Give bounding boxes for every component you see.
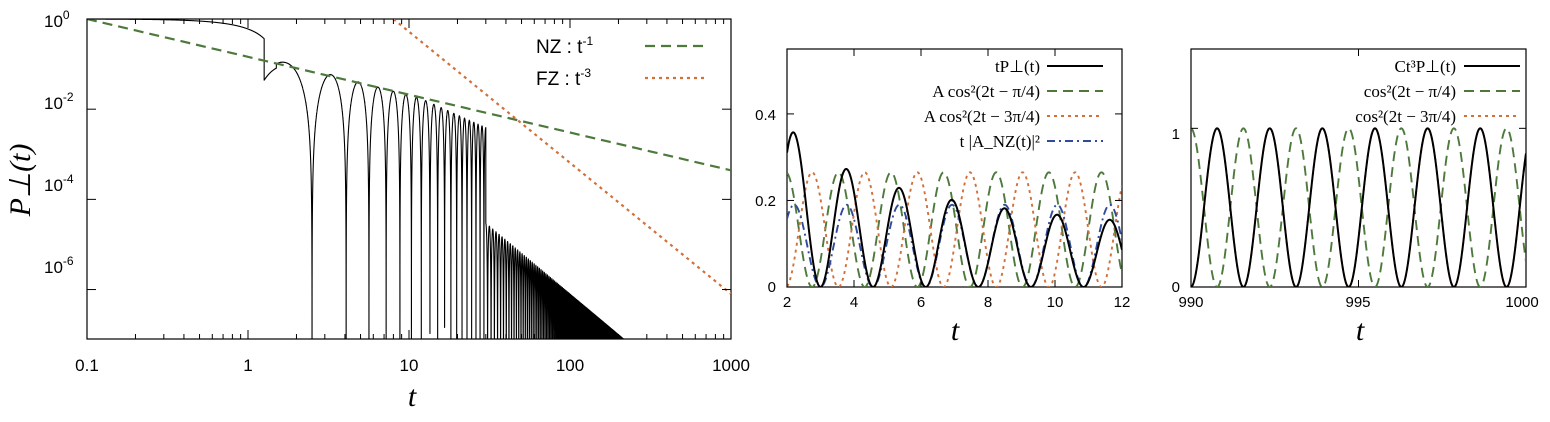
legend-label-cos-pi4: cos²(2t − π/4) [1364, 82, 1456, 101]
series-line [787, 171, 1122, 287]
x-tick-label: 2 [783, 294, 791, 311]
legend-label-acos-pi4: A cos²(2t − π/4) [932, 82, 1040, 101]
x-tick-label: 12 [1114, 294, 1131, 311]
legend-label-fz: FZ : t-3 [536, 66, 591, 90]
x-tick-label: 6 [917, 294, 925, 311]
panel-short-time: tP⊥(t) A cos²(2t − π/4) A cos²(2t − 3π/4… [755, 48, 1131, 347]
series-group [787, 131, 1122, 287]
series-group [87, 19, 731, 339]
series-line [1191, 127, 1526, 287]
x-tick-label: 10 [400, 356, 419, 375]
x-axis-label: t [408, 380, 417, 413]
x-tick-label: 995 [1345, 294, 1370, 311]
panel-long-time: Ct³P⊥(t) cos²(2t − π/4) cos²(2t − 3π/4) … [1172, 48, 1539, 347]
y-tick-label: 10-2 [44, 90, 74, 113]
legend: NZ : t-1 FZ : t-3 [536, 34, 593, 90]
plot-frame [86, 18, 732, 340]
series-line [1191, 127, 1526, 287]
x-tick-label: 100 [556, 356, 584, 375]
plot-area [786, 49, 1123, 288]
legend-label-tp: tP⊥(t) [995, 57, 1040, 76]
legend: Ct³P⊥(t) cos²(2t − π/4) cos²(2t − 3π/4) [1355, 57, 1456, 126]
y-tick-label: 0 [1172, 279, 1180, 296]
series-group [1191, 127, 1526, 287]
x-tick-label: 10 [1047, 294, 1064, 311]
series-fz [392, 19, 731, 295]
y-tick-label: 100 [44, 8, 70, 31]
series-p-perp [87, 19, 625, 339]
legend-label-anz: t |A_NZ(t)|² [960, 132, 1040, 151]
series-line [787, 203, 1122, 287]
x-tick-label: 4 [850, 294, 858, 311]
legend-label-ct3p: Ct³P⊥(t) [1395, 57, 1456, 76]
x-axis-label: t [951, 314, 960, 347]
panel-log-log: NZ : t-1 FZ : t-3 0.1 1 10 100 1000 100 … [4, 8, 750, 413]
y-tick-label: 10-6 [44, 254, 74, 277]
y-tick-label: 0.4 [755, 107, 776, 124]
x-tick-label: 1000 [712, 356, 750, 375]
legend-label-nz: NZ : t-1 [536, 34, 593, 58]
x-tick-label: 8 [984, 294, 992, 311]
y-axis-label: P⊥(t) [4, 144, 37, 218]
plot-area [1190, 49, 1527, 288]
legend: tP⊥(t) A cos²(2t − π/4) A cos²(2t − 3π/4… [924, 57, 1040, 151]
plot-frame [1190, 48, 1527, 288]
series-line [787, 171, 1122, 287]
x-axis-label: t [1356, 314, 1365, 347]
x-tick-label: 1 [243, 356, 252, 375]
y-tick-label: 0 [768, 279, 776, 296]
series-line [1191, 127, 1526, 287]
y-tick-label: 1 [1172, 126, 1180, 143]
x-tick-label: 990 [1178, 294, 1203, 311]
y-tick-label: 10-4 [44, 172, 74, 195]
plot-frame [786, 48, 1123, 288]
x-tick-label: 1000 [1505, 294, 1538, 311]
legend-label-cos-3pi4: cos²(2t − 3π/4) [1355, 107, 1456, 126]
y-tick-label: 0.2 [755, 193, 776, 210]
series-nz [87, 19, 731, 172]
series-line [787, 131, 1122, 287]
plot-area [86, 18, 732, 339]
legend-label-acos-3pi4: A cos²(2t − 3π/4) [924, 107, 1040, 126]
x-tick-label: 0.1 [75, 356, 99, 375]
